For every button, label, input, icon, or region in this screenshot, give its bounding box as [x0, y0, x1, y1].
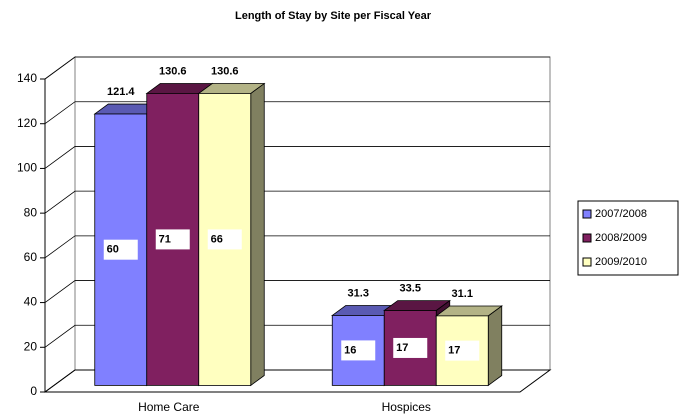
inner-label: 71 — [159, 233, 171, 245]
inner-label: 17 — [448, 345, 460, 357]
inner-label-box — [445, 340, 480, 361]
inner-label-box — [103, 239, 138, 260]
x-tick-label: Home Care — [138, 400, 200, 414]
legend-label: 2009/2010 — [595, 256, 647, 268]
value-label: 33.5 — [400, 282, 421, 294]
value-label: 31.3 — [348, 287, 369, 299]
y-tick-label: 60 — [24, 250, 38, 264]
value-label: 31.1 — [452, 288, 473, 300]
inner-label: 60 — [107, 244, 119, 256]
x-tick-label: Hospices — [382, 400, 431, 414]
legend-label: 2008/2009 — [595, 232, 647, 244]
chart-title: Length of Stay by Site per Fiscal Year — [235, 10, 432, 22]
inner-label: 17 — [396, 342, 408, 354]
y-tick-label: 20 — [24, 339, 38, 353]
legend-swatch — [582, 233, 592, 243]
value-label: 130.6 — [159, 65, 187, 77]
inner-label-box — [393, 337, 428, 358]
grid-line — [44, 101, 550, 125]
grid-line — [44, 280, 550, 303]
value-label: 130.6 — [211, 65, 239, 77]
y-tick-label: 120 — [17, 116, 37, 130]
legend-label: 2007/2008 — [595, 208, 647, 220]
value-label: 121.4 — [107, 86, 135, 98]
bar-side — [487, 305, 503, 387]
legend-swatch — [582, 209, 592, 219]
y-tick-label: 100 — [17, 161, 37, 175]
side-wall — [44, 56, 76, 393]
inner-label-box — [155, 229, 190, 250]
y-tick-label: 80 — [24, 205, 38, 219]
grid-line — [44, 146, 550, 169]
inner-label: 66 — [211, 233, 223, 245]
legend-box — [577, 200, 679, 276]
grid-line — [44, 235, 550, 259]
inner-label-box — [341, 340, 376, 361]
grid-line — [44, 56, 550, 80]
inner-label: 16 — [344, 344, 356, 356]
inner-label-box — [207, 229, 242, 250]
grid-line — [44, 190, 550, 214]
legend-swatch — [582, 257, 592, 267]
y-tick-label: 0 — [30, 384, 37, 398]
y-tick-label: 140 — [17, 71, 37, 85]
bar-side — [250, 82, 265, 387]
y-tick-label: 40 — [24, 295, 38, 309]
